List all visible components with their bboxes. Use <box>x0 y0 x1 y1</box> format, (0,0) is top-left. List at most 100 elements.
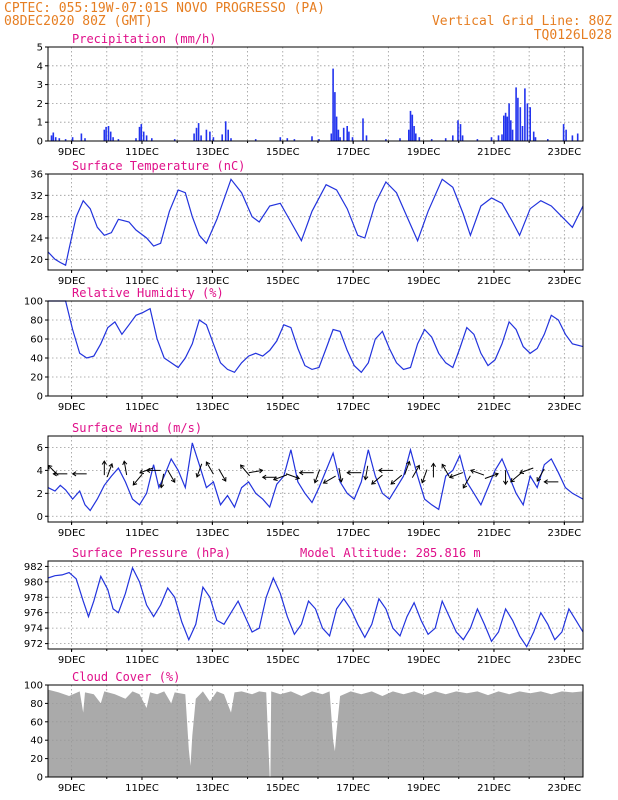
precip-bar <box>517 97 519 141</box>
wind-arrow <box>503 470 509 486</box>
wind-arrow <box>240 464 250 477</box>
precip-bar <box>351 137 354 141</box>
y-tick-label: 28 <box>30 212 43 223</box>
precip-bar <box>195 127 198 141</box>
precip-bar <box>444 138 447 141</box>
precip-bar <box>286 138 289 141</box>
wind-arrow <box>536 468 545 482</box>
frame-pressure <box>47 560 584 650</box>
precip-bar <box>365 135 368 141</box>
x-tick-label: 19DEC <box>407 528 441 539</box>
precip-bar <box>562 124 565 141</box>
panel-title-pressure: Surface Pressure (hPa) <box>72 546 231 560</box>
precip-bar <box>534 137 537 141</box>
precip-bar <box>318 139 320 141</box>
precip-bar <box>565 129 567 141</box>
precip-bar <box>399 138 401 141</box>
y-tick-label: 976 <box>24 608 43 619</box>
x-tick-label: 19DEC <box>407 276 441 287</box>
precip-bar <box>503 115 505 141</box>
wind-arrow <box>285 473 301 480</box>
x-tick-label: 11DEC <box>125 147 159 158</box>
precip-bar <box>212 137 215 141</box>
y-tick-label: 60 <box>30 335 43 346</box>
x-tick-label: 23DEC <box>547 147 581 158</box>
wind-arrow <box>101 460 107 476</box>
x-tick-label: 17DEC <box>336 528 370 539</box>
x-tick-label: 13DEC <box>196 276 230 287</box>
wind-arrow <box>167 469 176 484</box>
precip-bar <box>332 68 334 141</box>
precip-bar <box>346 126 348 141</box>
wind-arrow <box>448 472 464 479</box>
wind-arrow <box>484 472 499 479</box>
precip-bar <box>105 126 107 141</box>
grid-temp <box>48 174 583 270</box>
precip-bar <box>497 135 500 141</box>
precip-bar <box>293 139 296 141</box>
precip-bar <box>209 131 211 141</box>
x-tick-label: 13DEC <box>196 147 230 158</box>
precip-bar <box>529 107 531 141</box>
x-tick-label: 15DEC <box>266 783 300 794</box>
panel-title-cloud: Cloud Cover (%) <box>72 670 180 684</box>
y-tick-label: 1 <box>37 118 43 129</box>
header-grid-line: Vertical Grid Line: 80Z <box>432 14 612 29</box>
x-tick-label: 9DEC <box>58 147 85 158</box>
y-tick-label: 40 <box>30 354 43 365</box>
x-tick-label: 23DEC <box>547 783 581 794</box>
y-tick-label: 980 <box>24 577 43 588</box>
x-tick-label: 9DEC <box>58 402 85 413</box>
precip-bar <box>311 136 313 141</box>
y-tick-label: 978 <box>24 593 43 604</box>
wind-arrow <box>346 470 362 476</box>
panel-wind: Surface Wind (m/s) 0 2 4 6 9DEC 11DEC 13DEC 15DE… <box>37 421 584 539</box>
wind-arrow <box>205 461 214 475</box>
x-tick-label: 11DEC <box>125 783 159 794</box>
y-tick-label: 982 <box>24 562 43 573</box>
wind-arrow <box>52 471 68 477</box>
y-tick-label: 60 <box>30 717 43 728</box>
header-date: 08DEC2020 80Z (GMT) <box>4 14 153 29</box>
precip-bar <box>117 139 120 141</box>
y-tick-label: 6 <box>37 443 43 454</box>
precip-bar <box>519 107 522 141</box>
panel-title-precip: Precipitation (mm/h) <box>72 32 217 46</box>
precip-bar <box>385 139 387 141</box>
precip-bar <box>80 133 83 141</box>
wind-arrow <box>404 460 411 475</box>
precip-bar <box>532 131 535 141</box>
x-tick-label: 9DEC <box>58 783 85 794</box>
x-tick-label: 11DEC <box>125 402 159 413</box>
precip-bar <box>112 137 114 141</box>
precip-bar <box>547 139 549 141</box>
precip-bar <box>138 126 141 141</box>
series-rh <box>48 300 584 374</box>
x-tick-label: 15DEC <box>266 276 300 287</box>
x-tick-label: 23DEC <box>547 655 581 666</box>
precip-bar <box>408 129 410 141</box>
x-tick-label: 11DEC <box>125 655 159 666</box>
wind-arrow <box>159 473 165 489</box>
wind-arrow <box>462 475 471 489</box>
precip-bar <box>501 134 503 141</box>
wind-arrow <box>469 468 485 476</box>
x-tick-label: 13DEC <box>196 783 230 794</box>
precip-bar <box>140 124 143 141</box>
precip-bar <box>411 114 414 141</box>
y-tick-label: 4 <box>37 61 43 72</box>
wind-arrow <box>411 464 420 478</box>
x-tick-label: 19DEC <box>407 147 441 158</box>
precip-bar <box>506 116 509 141</box>
precip-bar <box>452 135 454 141</box>
x-tick-label: 11DEC <box>125 528 159 539</box>
wind-arrow <box>543 479 559 485</box>
x-tick-label: 15DEC <box>266 528 300 539</box>
y-tick-label: 32 <box>30 191 43 202</box>
x-tick-label: 9DEC <box>58 276 85 287</box>
precip-bar <box>103 129 106 141</box>
precip-bar <box>526 103 529 141</box>
wind-arrow <box>519 467 534 475</box>
y-tick-label: 972 <box>24 639 43 650</box>
